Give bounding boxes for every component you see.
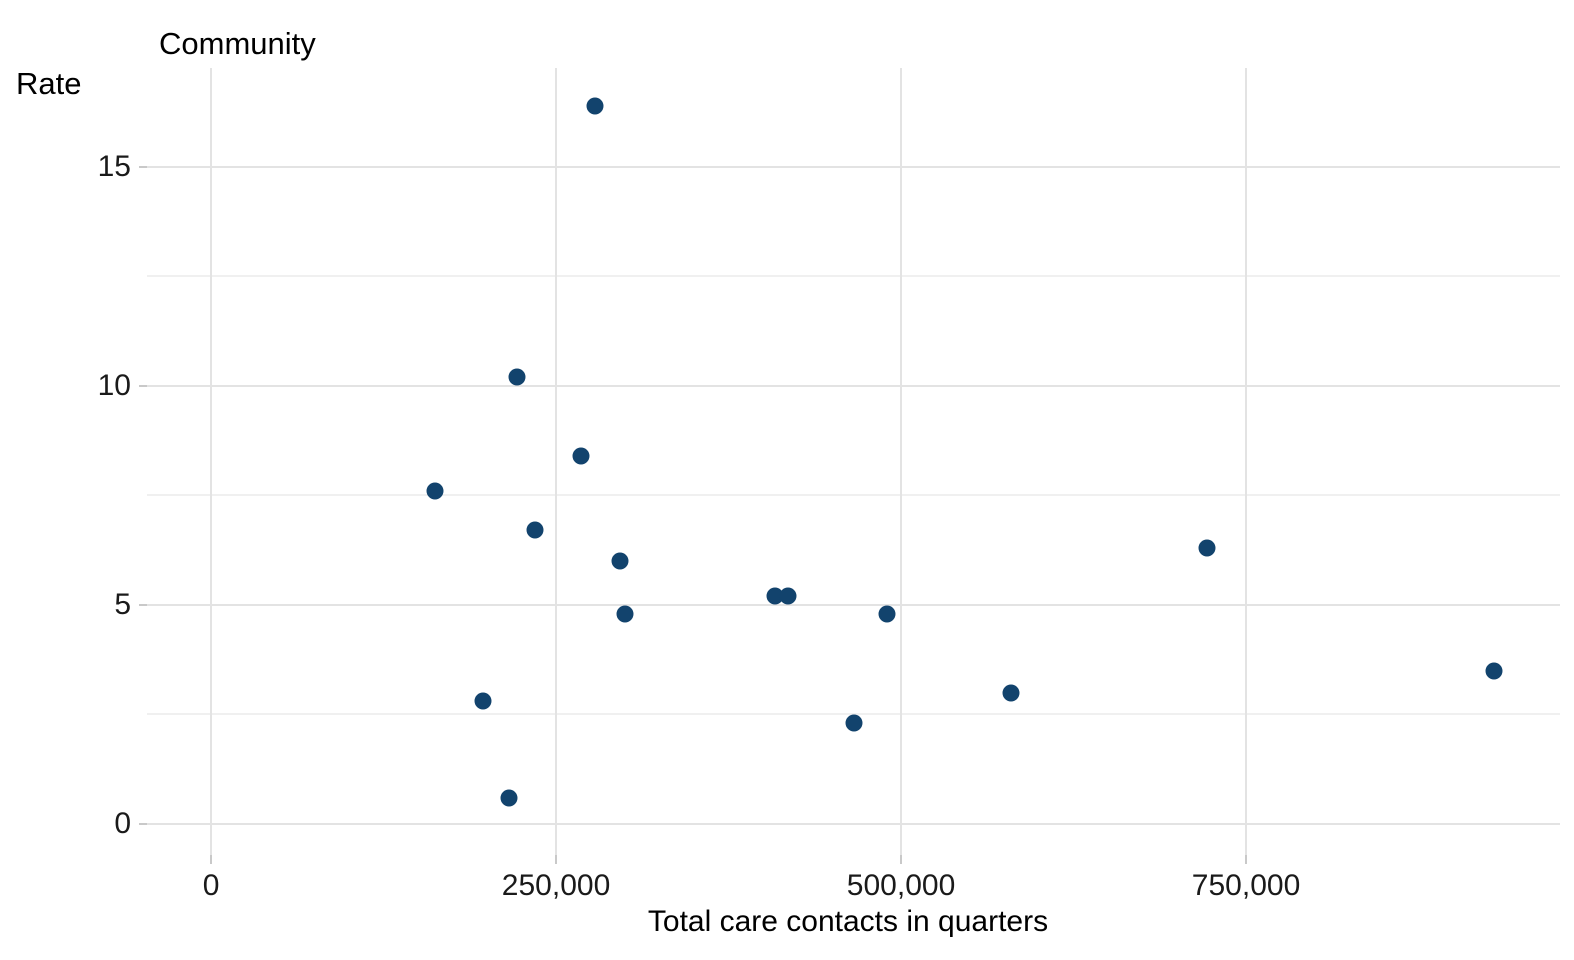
x-major-gridline (1245, 68, 1248, 855)
y-tick-label: 5 (114, 587, 131, 621)
y-major-gridline (147, 384, 1560, 387)
y-axis-tick (139, 384, 147, 387)
x-axis-tick (900, 855, 903, 864)
data-point (526, 521, 544, 539)
y-axis-title: Rate (16, 66, 82, 101)
x-major-gridline (210, 68, 213, 855)
data-point (586, 97, 604, 115)
chart-title: Community (159, 26, 316, 61)
y-major-gridline (147, 822, 1560, 825)
data-point (616, 605, 634, 623)
data-point (878, 605, 896, 623)
x-axis-title: Total care contacts in quarters (647, 905, 1049, 938)
data-point (1002, 684, 1020, 702)
y-tick-label: 10 (97, 368, 131, 402)
data-point (474, 692, 492, 710)
data-point (508, 368, 526, 386)
y-tick-label: 0 (114, 806, 131, 840)
x-tick-label: 250,000 (501, 869, 611, 902)
data-point (572, 447, 590, 465)
x-axis-tick (555, 855, 558, 864)
y-axis-tick (139, 165, 147, 168)
y-axis-tick (139, 822, 147, 825)
data-point (779, 587, 797, 605)
plot-panel (147, 68, 1560, 855)
y-tick-label: 15 (97, 149, 131, 183)
y-minor-gridline (147, 275, 1560, 278)
x-tick-label: 750,000 (1191, 869, 1301, 902)
x-axis-tick (210, 855, 213, 864)
data-point (845, 714, 863, 732)
y-axis-tick (139, 603, 147, 606)
x-axis-tick (1245, 855, 1248, 864)
data-point (611, 552, 629, 570)
data-point (500, 789, 518, 807)
y-minor-gridline (147, 494, 1560, 497)
data-point (1485, 662, 1503, 680)
data-point (1198, 539, 1216, 557)
y-major-gridline (147, 165, 1560, 168)
x-major-gridline (900, 68, 903, 855)
y-major-gridline (147, 603, 1560, 606)
x-tick-label: 0 (202, 869, 220, 902)
data-point (426, 482, 444, 500)
x-major-gridline (555, 68, 558, 855)
y-minor-gridline (147, 713, 1560, 716)
x-tick-label: 500,000 (846, 869, 956, 902)
